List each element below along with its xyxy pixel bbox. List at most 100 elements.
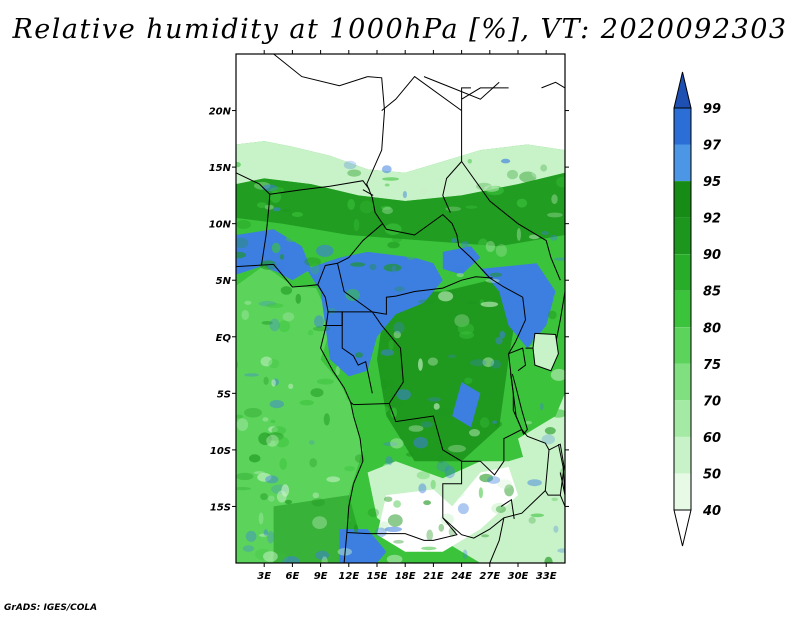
field-speckle [284,499,293,505]
lat-tick-label: 15N [209,163,232,174]
field-speckle [285,235,298,243]
border-line-16 [350,311,404,406]
field-speckle [421,546,437,551]
dry-sahel-field [236,54,565,173]
field-speckle [499,330,506,339]
field-speckle [482,357,495,368]
field-speckle [236,418,249,431]
border-line-1 [236,263,364,563]
field-speckle [469,429,480,437]
border-line-25 [461,87,509,100]
field-speckle [406,452,415,457]
south-dry-field [377,466,518,552]
field-speckle [260,356,273,367]
field-speckle [271,379,276,387]
field-speckle [461,241,469,248]
field-speckle [529,278,539,286]
lake-tanganyika [510,372,528,436]
field-speckle [343,160,357,170]
field-speckle [448,444,466,453]
field-speckle [396,389,412,401]
border-line-22 [548,443,565,507]
grads-credit: GrADS: IGES/COLA [4,603,98,613]
field-speckle [454,314,470,328]
lon-tick-label: 33E [536,571,557,582]
field-speckle [263,551,278,562]
field-speckle [316,244,334,257]
field-speckle [492,420,498,424]
field-speckle [260,493,268,501]
field-speckle [393,330,401,339]
field-speckle [316,378,334,385]
humidity-field [236,54,565,563]
field-speckle [484,418,491,423]
map-frame [235,53,566,564]
field-speckle [486,447,503,452]
field-speckle [427,397,441,402]
field-speckle [385,456,393,466]
field-speckle [244,407,262,418]
field-speckle [291,212,303,217]
field-speckle [304,257,321,267]
field-speckle [544,427,556,435]
colorbar-label: 90 [703,248,721,263]
field-speckle [408,425,424,432]
field-speckle [391,403,404,407]
lon-tick-label: 9E [314,571,328,582]
field-speckle [263,376,269,385]
field-speckle [434,407,452,417]
colorbar-segment [674,254,691,291]
field-speckle [464,377,473,384]
field-speckle [276,490,287,503]
map-axes: 20N 15N 10N 5N EQ 5S 10S 15S 3E 6E 9E 12E 15E 18E 21E 2… [209,50,569,582]
field-speckle [495,244,507,257]
field-speckle [367,508,379,517]
field-speckle [391,265,396,276]
field-speckle [236,487,251,491]
colorbar-segment [674,473,691,510]
field-speckle [402,191,407,199]
lake-victoria [532,332,559,372]
field-speckle [388,339,394,351]
field-speckle [540,164,548,172]
field-speckle [245,530,257,542]
lake-kariba [500,498,515,519]
colorbar-label: 50 [703,468,721,483]
field-speckle [447,354,457,359]
field-speckle [444,465,456,479]
field-speckle [453,491,465,498]
field-speckle [236,161,241,168]
colorbar-label: 92 [703,212,721,227]
field-speckle [527,479,542,487]
field-speckle [390,407,398,418]
field-speckle [383,442,399,447]
field-speckle [501,158,511,164]
lon-tick-label: 24E [451,571,472,582]
field-speckle [236,251,246,259]
colorbar-label: 75 [703,358,721,373]
field-speckle [261,184,278,192]
field-speckle [539,403,544,411]
lat-tick-label: 20N [209,107,232,118]
field-speckle [393,322,405,334]
field-speckle [438,291,454,302]
field-speckle [456,272,464,278]
high-humidity-patch-5 [339,529,387,563]
field-speckle [391,235,403,243]
border-line-7 [381,75,462,112]
field-speckle [236,414,244,419]
field-speckle [495,336,503,345]
lat-tick-label: 10S [210,446,231,457]
field-speckle [323,413,330,426]
field-speckle [481,534,490,538]
field-speckle [308,440,315,445]
field-speckle [372,405,389,414]
field-speckle [487,476,501,484]
field-speckle [365,450,369,456]
field-speckle [267,531,275,544]
field-speckle [380,205,392,210]
field-speckle [278,228,282,233]
field-speckle [477,238,489,251]
field-speckle [550,368,565,381]
field-speckle [422,244,438,258]
